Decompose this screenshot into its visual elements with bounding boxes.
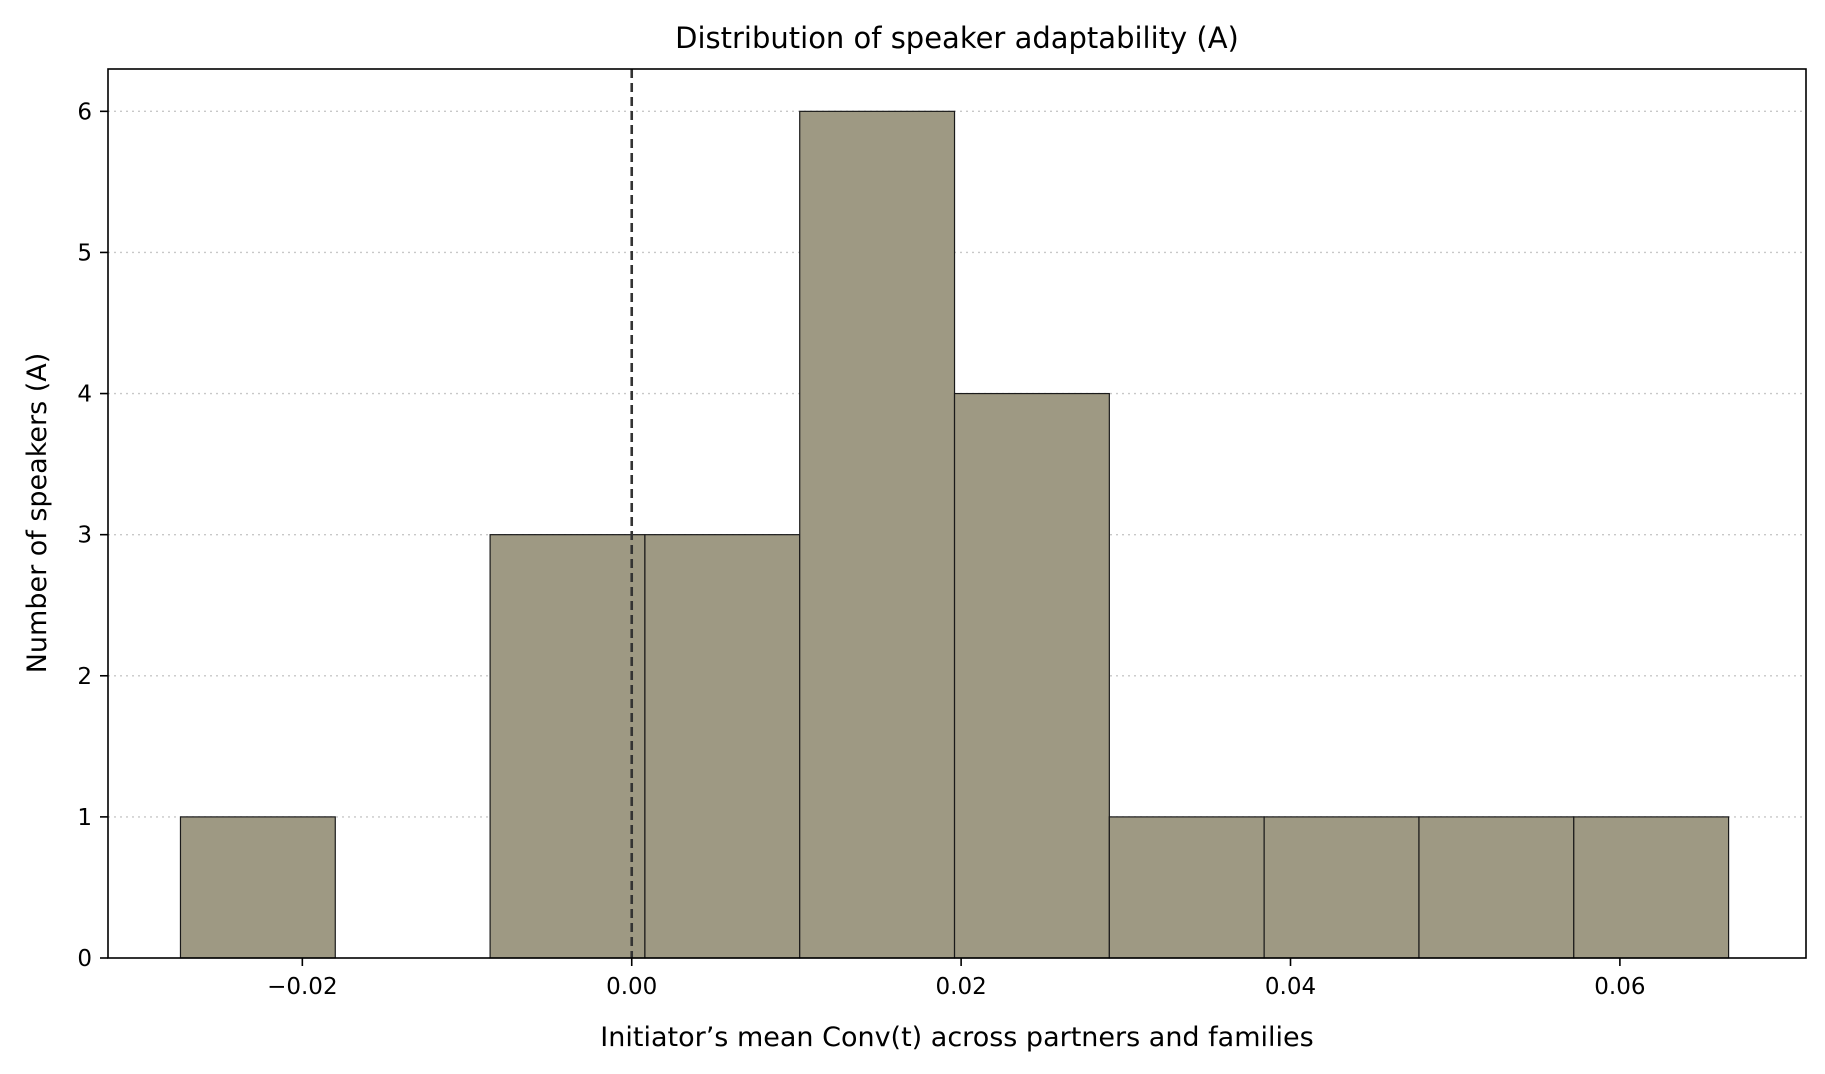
x-tick-label-2: 0.02 [936,974,987,1000]
histogram-bar-0 [179,816,336,959]
histogram-bars [179,110,1730,959]
y-axis-label: Number of speakers (A) [22,353,53,674]
x-tick-label-3: 0.04 [1265,974,1316,1000]
y-axis-ticks: 0 1 2 3 4 5 6 [77,99,108,972]
histogram-bar-3 [644,534,801,959]
y-tick-label-5: 5 [77,240,92,266]
histogram-bar-8 [1418,816,1575,959]
y-tick-label-1: 1 [77,805,92,831]
x-tick-label-1: 0.00 [606,974,657,1000]
plot-frame [107,68,1807,959]
histogram-bar-9 [1573,816,1730,959]
y-tick-label-2: 2 [77,664,92,690]
x-tick-label-0: −0.02 [267,974,337,1000]
gridlines [108,110,1806,818]
histogram-bar-6 [1108,816,1265,959]
y-tick-label-4: 4 [77,382,92,408]
y-tick-label-3: 3 [77,523,92,549]
x-tick-label-4: 0.06 [1594,974,1645,1000]
y-tick-label-0: 0 [77,946,92,972]
x-axis-label: Initiator’s mean Conv(t) across partners… [600,1022,1313,1053]
histogram-bar-5 [953,392,1110,959]
y-tick-label-6: 6 [77,99,92,125]
histogram-bar-2 [489,534,646,959]
histogram-bar-4 [799,110,956,959]
histogram-bar-7 [1263,816,1420,959]
x-axis-ticks: −0.02 0.00 0.02 0.04 0.06 [267,958,1646,1000]
chart-title: Distribution of speaker adaptability (A) [675,21,1239,55]
